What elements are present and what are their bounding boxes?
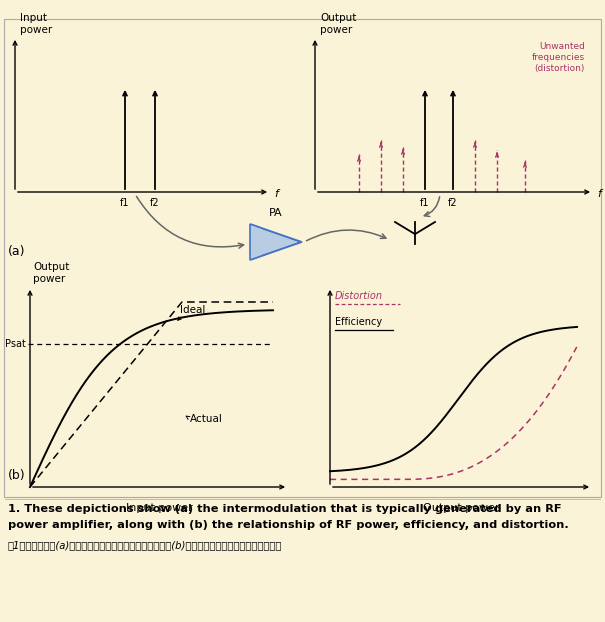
Text: f: f [597,189,601,199]
Text: Ideal: Ideal [180,305,205,315]
Text: f1: f1 [420,198,430,208]
Text: PA: PA [269,208,283,218]
Text: (b): (b) [8,469,25,482]
Text: Output
power: Output power [33,262,70,284]
Text: Output power: Output power [423,503,499,513]
Text: Actual: Actual [190,414,223,424]
Text: Distortion: Distortion [335,291,383,301]
Text: 图1：图中表明了(a)通常由射频功放产生的互调失真，以及(b)射频功率、效率和失真之间的关系。: 图1：图中表明了(a)通常由射频功放产生的互调失真，以及(b)射频功率、效率和失… [8,540,283,550]
Text: 1. These depictions show (a) the intermodulation that is typically generated by : 1. These depictions show (a) the intermo… [8,504,561,514]
Text: f2: f2 [150,198,160,208]
Text: Unwanted
frequencies
(distortion): Unwanted frequencies (distortion) [532,42,585,73]
Text: f2: f2 [448,198,458,208]
Polygon shape [250,224,302,260]
Text: f: f [274,189,278,199]
Text: Input power: Input power [126,503,192,513]
Text: (a): (a) [8,246,25,259]
Text: Input
power: Input power [20,14,52,35]
Text: Psat: Psat [5,339,26,349]
Text: Efficiency: Efficiency [335,317,382,327]
Text: Output
power: Output power [320,14,356,35]
Bar [4,19,601,497]
Text: f1: f1 [120,198,129,208]
Text: power amplifier, along with (b) the relationship of RF power, efficiency, and di: power amplifier, along with (b) the rela… [8,520,569,530]
